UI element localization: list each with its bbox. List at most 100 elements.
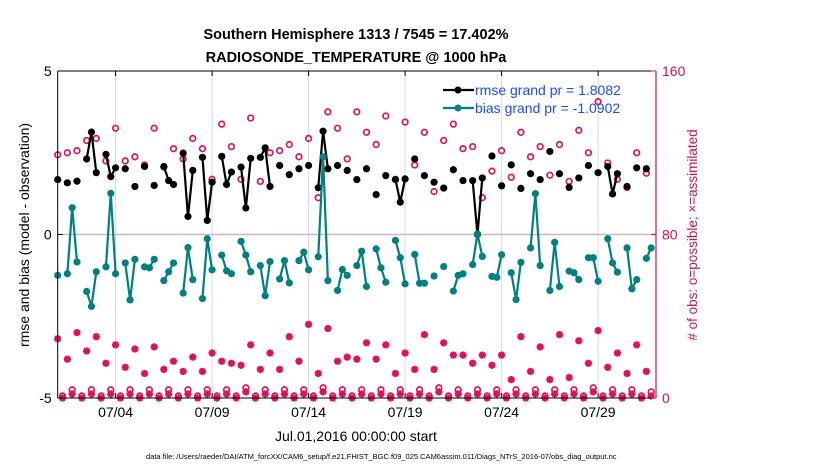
rmse-point (546, 147, 554, 156)
rmse-point (420, 172, 428, 180)
rmse-point (555, 170, 564, 178)
rmse-point (449, 166, 457, 174)
bias-segment (264, 261, 272, 296)
assimilated-obs-marker (285, 333, 293, 341)
asterisk-stroke (261, 390, 269, 398)
rmse-point (237, 163, 245, 171)
rmse-point (343, 166, 351, 175)
asterisk-stroke (488, 361, 496, 369)
right-y-axis-label: # of obs: o=possible; ×=assimilated (685, 129, 700, 340)
x-axis-label: Jul.01,2016 00:00:00 start (275, 428, 437, 444)
asterisk-stroke (112, 341, 119, 349)
assimilated-obs-marker (633, 341, 641, 349)
rmse-segment (182, 152, 190, 217)
rmse-point (324, 165, 332, 173)
rmse-segment (201, 157, 209, 221)
rmse-point (319, 127, 327, 135)
rmse-point (227, 168, 235, 176)
bias-point (227, 270, 235, 278)
possible-obs-marker (121, 157, 129, 165)
asterisk-stroke (614, 349, 621, 357)
bias-segment (128, 259, 136, 301)
rmse-point (469, 176, 477, 185)
bias-point (121, 259, 129, 267)
possible-obs-marker (343, 155, 351, 163)
rmse-point (411, 155, 419, 163)
possible-obs-marker (594, 98, 602, 106)
asterisk-stroke (474, 390, 481, 398)
bias-point (401, 280, 409, 288)
rmse-point (633, 164, 641, 172)
asterisk-stroke (401, 349, 409, 357)
possible-obs-marker (73, 147, 81, 155)
rmse-point (165, 176, 173, 185)
bias-point (642, 254, 650, 262)
bias-point (382, 278, 390, 286)
rmse-segment (471, 180, 479, 235)
possible-obs-marker (497, 147, 506, 155)
bias-point (526, 244, 535, 252)
bias-point (92, 268, 100, 276)
possible-obs-marker (189, 134, 197, 143)
rmse-point (179, 149, 187, 157)
possible-obs-marker (536, 142, 544, 151)
assimilated-obs-marker (333, 357, 342, 365)
asterisk-stroke (517, 333, 525, 341)
rmse-point (208, 178, 216, 186)
assimilated-obs-marker (628, 390, 636, 398)
bias-point (285, 279, 293, 287)
asterisk-stroke (305, 321, 312, 328)
assimilated-obs-marker (222, 390, 231, 398)
rmse-point (198, 153, 207, 161)
possible-obs-marker (420, 128, 429, 136)
possible-obs-marker (227, 142, 236, 151)
rmse-point (261, 144, 269, 152)
data-file-footnote: data file: /Users/raeder/DAI/ATM_forcXX/… (146, 452, 617, 461)
bias-segment (529, 193, 537, 249)
asterisk-stroke (107, 390, 115, 398)
assimilated-obs-marker (131, 345, 139, 353)
grid-lines (57, 71, 656, 398)
assimilated-obs-marker (512, 390, 520, 398)
bias-point (266, 258, 274, 266)
bias-point (324, 277, 332, 285)
possible-obs-marker (198, 145, 207, 153)
asterisk-stroke (392, 370, 399, 377)
bias-point (362, 282, 371, 291)
bias-point (473, 230, 482, 238)
bias-point (536, 261, 544, 270)
rmse-segment (606, 166, 614, 195)
assimilated-obs-marker (493, 390, 501, 398)
asterisk-stroke (353, 355, 361, 363)
assimilated-obs-marker (140, 369, 149, 378)
possible-obs-marker (633, 149, 641, 157)
bias-point (184, 243, 192, 252)
bias-segment (66, 207, 74, 274)
assimilated-obs-marker (362, 339, 371, 347)
assimilated-obs-marker (218, 357, 226, 365)
rmse-point (247, 154, 255, 162)
assimilated-obs-marker (208, 349, 216, 357)
bias-segment (495, 254, 503, 278)
possible-obs-marker (401, 118, 409, 126)
asterisk-stroke (604, 363, 612, 371)
bias-point (478, 252, 486, 261)
asterisk-stroke (160, 366, 168, 373)
asterisk-stroke (92, 333, 100, 341)
bias-segment (201, 238, 209, 299)
assimilated-obs-marker (247, 341, 255, 349)
asterisk-stroke (121, 363, 129, 371)
assimilated-obs-marker (594, 326, 602, 335)
y2-tick-label: 0 (662, 390, 670, 406)
rmse-point (150, 181, 158, 190)
asterisk-stroke (556, 331, 563, 339)
asterisk-stroke (319, 388, 327, 396)
bias-point (131, 255, 139, 263)
assimilated-obs-marker (169, 357, 178, 365)
bias-segment (124, 262, 132, 301)
bias-point (633, 276, 641, 284)
assimilated-obs-marker (256, 365, 264, 373)
x-tick-label: 07/14 (291, 404, 326, 420)
asterisk-stroke (623, 370, 631, 377)
asterisk-stroke (459, 351, 467, 359)
